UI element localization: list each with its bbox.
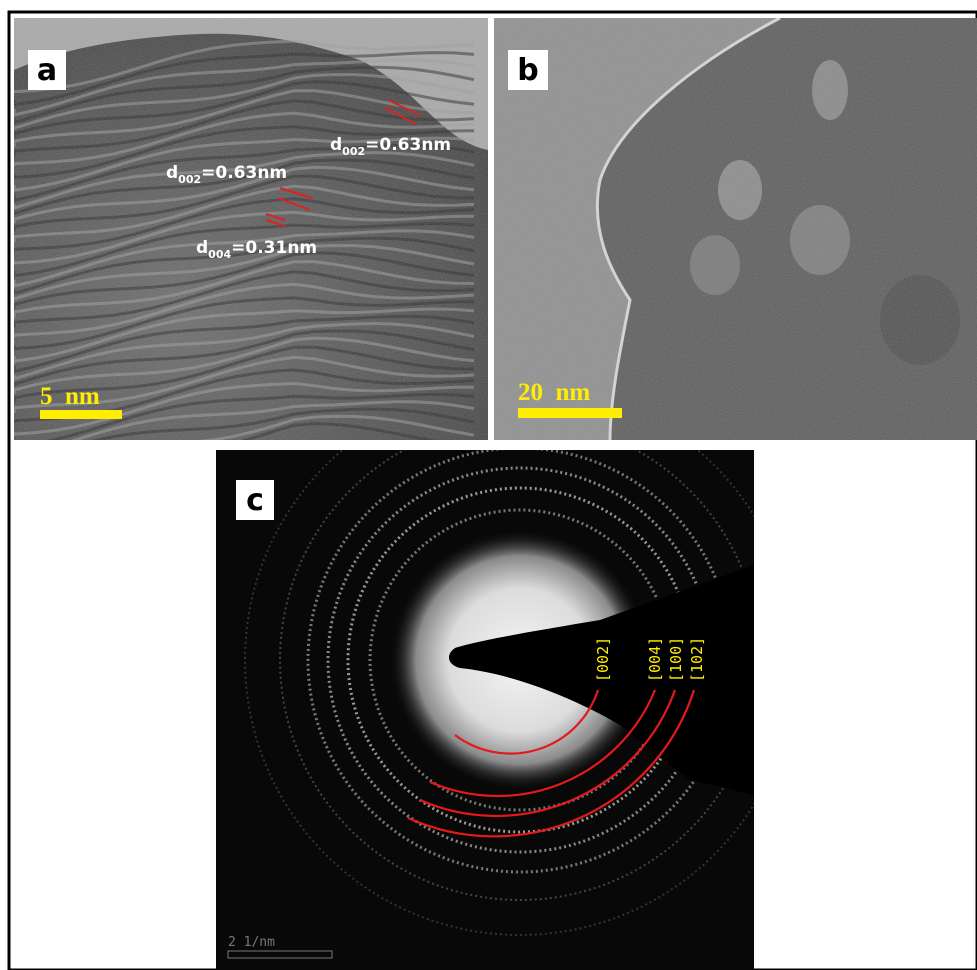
- panel-b: b 20 nm: [494, 18, 977, 440]
- panel-c: [002] [004] [100] [102] c 2 1/nm: [216, 385, 795, 970]
- ring-label: [002]: [594, 637, 612, 682]
- panel-label: b: [517, 53, 538, 88]
- ring-label: [102]: [688, 637, 706, 682]
- scale-bar-label: 2 1/nm: [228, 935, 275, 950]
- figure: a d002=0.63nm d002=0.63nm d004=0.31nm 5 …: [0, 0, 977, 970]
- scale-bar-label: 5 nm: [40, 383, 100, 410]
- panel-label: c: [246, 483, 264, 518]
- ring-label: [004]: [646, 637, 664, 682]
- panel-label: a: [37, 53, 57, 88]
- panel-a: a d002=0.63nm d002=0.63nm d004=0.31nm 5 …: [14, 18, 488, 480]
- noise: [494, 18, 977, 440]
- ring-label: [100]: [667, 637, 685, 682]
- scale-bar: [40, 410, 122, 419]
- scale-bar: [518, 408, 622, 418]
- noise: [14, 18, 488, 440]
- scale-bar-label: 20 nm: [518, 379, 590, 406]
